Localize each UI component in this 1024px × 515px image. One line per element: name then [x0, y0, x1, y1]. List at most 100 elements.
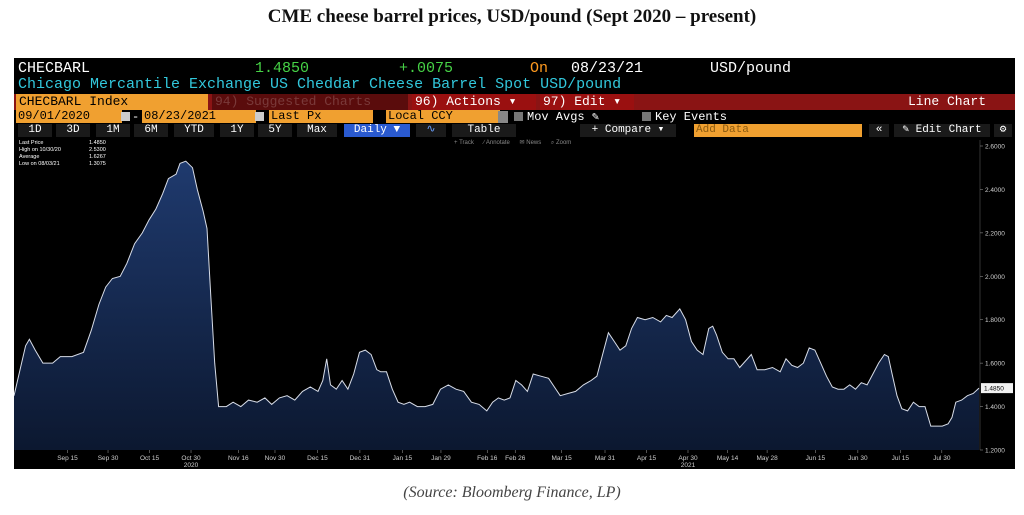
ticker: CHECBARL	[18, 60, 91, 77]
table-button[interactable]: Table	[452, 124, 516, 137]
bloomberg-terminal: CHECBARL 1.4850 +.0075 On 08/23/21 USD/p…	[14, 58, 1015, 469]
price-change: +.0075	[399, 60, 454, 77]
legend-high-value: 2.5300	[89, 147, 106, 153]
x-tick-label: Jan 15	[393, 455, 413, 462]
x-tick-label: Sep 30	[98, 455, 119, 462]
x-tick-label: Nov 16	[228, 455, 249, 462]
x-tick-label: Nov 30	[265, 455, 286, 462]
x-tick-label: Oct 15	[140, 455, 160, 462]
x-tick-label: May 14	[717, 455, 739, 462]
x-tick-label: May 28	[756, 455, 778, 462]
quote-header: CHECBARL 1.4850 +.0075 On 08/23/21 USD/p…	[14, 60, 1015, 78]
x-tick-label: Dec 31	[350, 455, 371, 462]
currency-dropdown-icon[interactable]	[498, 111, 508, 123]
x-tick-label: Mar 15	[551, 455, 572, 462]
chart-legend: Last Price 1.4850 High on 10/30/20 2.5300 …	[19, 140, 106, 168]
y-tick-label: 1.8000	[985, 317, 1005, 324]
period-ytd[interactable]: YTD	[174, 124, 214, 137]
period-6m[interactable]: 6M	[134, 124, 168, 137]
range-bar: 09/01/2020 - 08/23/2021 Last Px Local CC…	[16, 109, 728, 124]
last-price-marker	[981, 383, 1013, 394]
legend-avg-label: Average	[19, 154, 40, 160]
checkbox-icon	[514, 112, 523, 122]
compare-button[interactable]: + Compare ▾	[580, 124, 676, 137]
start-date-field[interactable]: 09/01/2020	[16, 110, 122, 123]
y-tick-label: 1.4000	[985, 404, 1005, 411]
legend-last-value: 1.4850	[89, 140, 106, 146]
currency-selector[interactable]: Local CCY	[386, 110, 500, 123]
page-title: CME cheese barrel prices, USD/pound (Sep…	[267, 6, 757, 27]
x-tick-label: Apr 30	[678, 455, 698, 462]
y-tick-label: 1.6000	[985, 361, 1005, 368]
on-label: On	[530, 60, 549, 77]
annotate-tool[interactable]: ∕ Annotate	[483, 140, 510, 146]
last-price: 1.4850	[255, 60, 310, 77]
security-field[interactable]: CHECBARL Index	[16, 94, 208, 110]
period-max[interactable]: Max	[297, 124, 337, 137]
source-note: (Source: Bloomberg Finance, LP)	[403, 484, 621, 501]
x-tick-label: Mar 31	[595, 455, 616, 462]
quote-unit: USD/pound	[710, 60, 792, 77]
period-1m[interactable]: 1M	[96, 124, 130, 137]
add-data-field[interactable]: Add Data	[694, 124, 862, 137]
legend-avg-value: 1.6267	[89, 154, 106, 160]
x-tick-label: Feb 16	[477, 455, 498, 462]
chart-type-label[interactable]: Line Chart	[908, 94, 987, 109]
legend-low-label: Low on 08/03/21	[19, 161, 60, 167]
x-tick-label: Oct 30	[181, 455, 201, 462]
command-toolbar: CHECBARL Index 94) Suggested Charts 96) …	[14, 94, 1015, 110]
x-tick-label: Apr 15	[637, 455, 657, 462]
key-events-label: Key Events	[655, 110, 728, 124]
legend-low-value: 1.3075	[89, 161, 106, 167]
legend-last-label: Last Price	[19, 140, 44, 146]
x-year-label: 2020	[184, 462, 199, 469]
gear-icon[interactable]: ⚙	[994, 124, 1012, 137]
x-year-label: 2021	[681, 462, 696, 469]
track-tool[interactable]: + Track	[454, 140, 474, 146]
calendar-icon[interactable]	[255, 112, 264, 121]
y-tick-label: 2.0000	[985, 274, 1005, 281]
end-date-field[interactable]: 08/23/2021	[142, 110, 256, 123]
x-tick-label: Sep 15	[57, 455, 78, 462]
y-tick-label: 1.2000	[985, 448, 1005, 455]
price-area-fill	[14, 161, 979, 450]
period-5y[interactable]: 5Y	[258, 124, 292, 137]
y-tick-label: 2.4000	[985, 187, 1005, 194]
security-description: Chicago Mercantile Exchange US Cheddar C…	[18, 76, 622, 93]
quote-date: 08/23/21	[571, 60, 644, 77]
field-selector[interactable]: Last Px	[269, 110, 373, 123]
y-tick-label: 2.2000	[985, 230, 1005, 237]
x-tick-label: Dec 15	[307, 455, 328, 462]
x-tick-label: Jul 15	[892, 455, 910, 462]
period-1y[interactable]: 1Y	[220, 124, 254, 137]
x-tick-label: Jul 30	[933, 455, 951, 462]
line-chart-icon[interactable]: ∿	[416, 124, 446, 137]
chart-tools: + Track ∕ Annotate ✉ News ⌕ Zoom	[454, 139, 579, 147]
period-3d[interactable]: 3D	[56, 124, 90, 137]
mov-avgs-toggle[interactable]: Mov Avgs ✎	[514, 110, 599, 124]
actions-menu[interactable]: 96) Actions ▾	[412, 94, 536, 110]
period-1d[interactable]: 1D	[18, 124, 52, 137]
x-tick-label: Jan 29	[431, 455, 451, 462]
checkbox-icon	[642, 112, 651, 122]
y-tick-label: 2.6000	[985, 144, 1005, 151]
legend-high-label: High on 10/30/20	[19, 147, 61, 153]
zoom-tool[interactable]: ⌕ Zoom	[550, 140, 572, 146]
edit-menu[interactable]: 97) Edit ▾	[540, 94, 634, 110]
suggested-charts-button[interactable]: 94) Suggested Charts	[212, 94, 408, 110]
price-line	[14, 160, 980, 427]
key-events-toggle[interactable]: Key Events	[642, 110, 727, 124]
mov-avgs-label: Mov Avgs	[527, 110, 585, 124]
calendar-icon[interactable]	[121, 112, 130, 121]
x-tick-label: Jun 15	[806, 455, 826, 462]
last-price-marker-label: 1.4850	[984, 386, 1004, 393]
pencil-icon: ✎	[591, 110, 600, 124]
edit-chart-button[interactable]: ✎ Edit Chart	[894, 124, 990, 137]
price-chart[interactable]: 2.6000 2.4000 2.2000 2.0000 1.8000 1.6000 1.40…	[14, 138, 1015, 469]
x-tick-label: Jun 30	[848, 455, 868, 462]
news-tool[interactable]: ✉ News	[519, 140, 542, 146]
x-tick-label: Feb 26	[505, 455, 526, 462]
collapse-icon[interactable]: «	[869, 124, 889, 137]
frequency-dropdown[interactable]: Daily ▼	[344, 124, 410, 137]
period-bar: 1D 3D 1M 6M YTD 1Y 5Y Max Daily ▼ ∿ Tabl…	[14, 124, 1015, 138]
